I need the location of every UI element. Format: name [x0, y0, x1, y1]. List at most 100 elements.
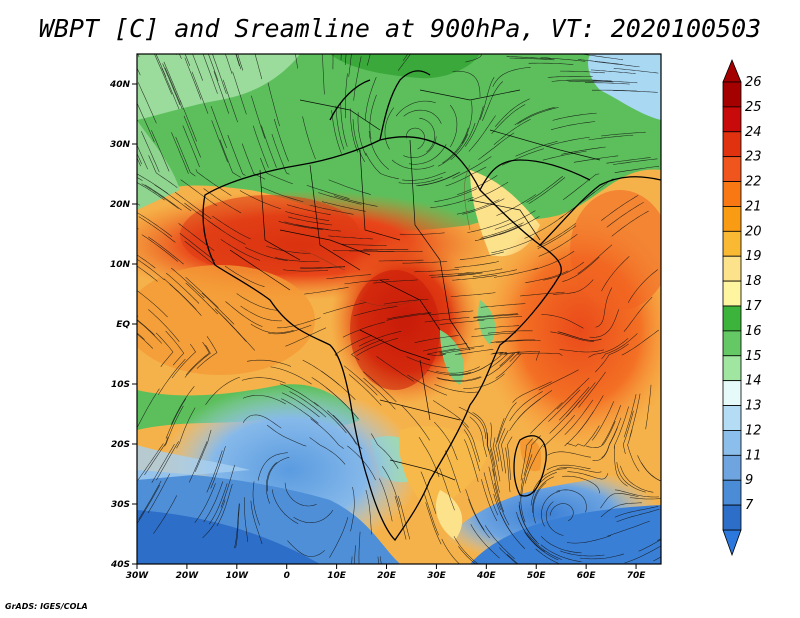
colorbar-swatch [722, 106, 742, 133]
streamline [225, 301, 263, 327]
streamline [207, 220, 246, 245]
streamline [401, 405, 430, 441]
streamline [302, 116, 316, 160]
streamline [506, 554, 519, 564]
streamline [521, 454, 533, 498]
streamline [624, 545, 661, 564]
streamline [492, 67, 531, 87]
colorbar-swatch [722, 305, 742, 332]
streamline [502, 148, 544, 166]
streamline [507, 436, 513, 481]
streamline [137, 319, 163, 344]
streamline [137, 182, 165, 201]
streamline [431, 273, 476, 278]
streamline [365, 76, 377, 121]
streamline [250, 323, 294, 334]
streamline [232, 71, 247, 115]
streamline [180, 179, 218, 207]
streamline [591, 401, 615, 441]
streamline [365, 489, 372, 535]
streamline [151, 443, 175, 483]
streamline [257, 452, 288, 481]
streamline [489, 448, 500, 493]
streamline [137, 315, 139, 317]
colorbar-swatch [722, 430, 742, 456]
streamline [453, 536, 479, 564]
streamline [547, 76, 593, 78]
streamline [501, 430, 509, 474]
streamline [279, 383, 319, 407]
streamline [551, 79, 597, 82]
streamline [601, 256, 630, 292]
colorbar-label: 23 [745, 150, 762, 165]
streamline [468, 115, 496, 152]
lon-tick-label: 30W [126, 571, 150, 581]
streamline [538, 233, 578, 257]
streamline [384, 107, 395, 150]
streamline [326, 387, 359, 420]
streamline [306, 185, 350, 199]
streamline [399, 232, 445, 235]
colorbar-swatch [722, 81, 742, 108]
streamline [137, 333, 153, 349]
streamline [545, 136, 590, 147]
streamline [474, 325, 520, 330]
streamline [452, 275, 497, 281]
streamline [216, 484, 233, 527]
streamline [241, 377, 286, 384]
streamline [514, 106, 556, 126]
streamline [590, 69, 636, 74]
streamline [467, 181, 509, 202]
streamline [351, 339, 384, 361]
streamline [285, 327, 327, 347]
streamline [478, 132, 515, 160]
streamline [562, 256, 600, 282]
streamline [548, 389, 581, 422]
streamline [541, 536, 582, 554]
streamline [551, 121, 596, 131]
streamline [561, 146, 606, 155]
streamline [490, 339, 536, 343]
streamline [567, 471, 609, 480]
streamline [579, 553, 625, 560]
streamline [261, 186, 304, 203]
streamline [627, 429, 640, 472]
streamline [281, 392, 320, 418]
lon-tick-label: 70E [627, 571, 647, 581]
streamline [474, 227, 518, 241]
streamline [163, 61, 182, 104]
streamline [402, 261, 448, 264]
streamline [472, 412, 490, 452]
streamline [340, 102, 348, 147]
streamline [483, 472, 499, 516]
streamline [543, 261, 584, 281]
grads-credit: GrADS: IGES/COLA [5, 602, 88, 611]
streamline [520, 438, 533, 481]
streamline [437, 376, 482, 382]
streamline [419, 117, 436, 153]
streamline [210, 446, 226, 489]
streamline [540, 544, 582, 563]
streamline [350, 486, 355, 532]
colorbar-label: 14 [745, 374, 762, 389]
streamline [333, 250, 378, 252]
streamline [137, 227, 139, 230]
streamline [552, 279, 594, 295]
streamline [422, 343, 468, 352]
streamline [343, 365, 378, 396]
streamline [300, 266, 346, 269]
streamline [366, 54, 371, 66]
streamline [171, 386, 195, 425]
streamline [350, 108, 359, 153]
streamline [533, 250, 575, 270]
streamline [151, 130, 170, 172]
streamline [629, 497, 661, 500]
streamline [541, 314, 584, 329]
streamline [380, 54, 382, 55]
streamline [179, 99, 197, 142]
streamline [549, 400, 581, 434]
streamline [273, 118, 289, 162]
streamline [493, 351, 515, 367]
colorbar-swatch [722, 405, 742, 431]
streamline [519, 291, 565, 297]
